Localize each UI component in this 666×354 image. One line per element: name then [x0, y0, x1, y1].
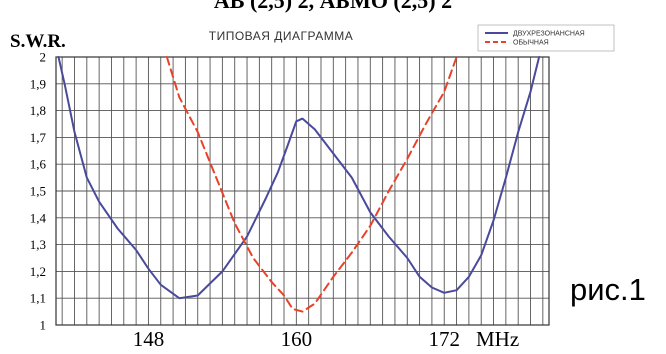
y-axis-label: S.W.R.: [10, 31, 66, 52]
y-tick-label: 1,5: [30, 184, 46, 199]
y-tick-label: 1,8: [30, 103, 46, 118]
series-line-ordinary: [165, 56, 458, 313]
page-header-partial: АВ (2,5) 2, АБМО (2,5) 2: [213, 0, 453, 13]
plot-frame: [55, 56, 550, 326]
y-tick-label: 1,4: [30, 210, 47, 225]
chart-series: [57, 56, 541, 313]
y-tick-labels: 1 1,1 1,2 1,3 1,4 1,5 1,6 1,7 1,8 1,9 2: [30, 50, 47, 333]
x-tick-labels: 148 160 172: [133, 327, 460, 351]
y-tick-label: 1,2: [30, 264, 46, 279]
series-line-dual-resonance: [57, 56, 541, 300]
x-tick-label: 172: [428, 327, 460, 351]
y-tick-label: 2: [40, 50, 47, 65]
x-axis-label: MHz: [476, 327, 519, 351]
y-tick-label: 1,3: [30, 237, 46, 252]
legend-label-ordinary: ОБЫЧНАЯ: [513, 40, 549, 47]
y-tick-label: 1,1: [30, 291, 46, 306]
chart-grid: [55, 56, 550, 326]
y-tick-label: 1,7: [30, 130, 47, 145]
y-tick-label: 1: [40, 318, 47, 333]
figure-label: рис.1: [570, 272, 646, 307]
y-tick-label: 1,6: [30, 157, 47, 172]
chart-title: ТИПОВАЯ ДИАГРАММА: [209, 29, 353, 43]
legend-box: [477, 24, 615, 52]
y-tick-label: 1,9: [30, 76, 46, 91]
legend-label-dual: ДВУХРЕЗОНАНСНАЯ: [513, 31, 585, 38]
chart-legend: ДВУХРЕЗОНАНСНАЯ ОБЫЧНАЯ: [477, 24, 615, 52]
x-tick-label: 148: [133, 327, 165, 351]
x-tick-label: 160: [281, 327, 313, 351]
